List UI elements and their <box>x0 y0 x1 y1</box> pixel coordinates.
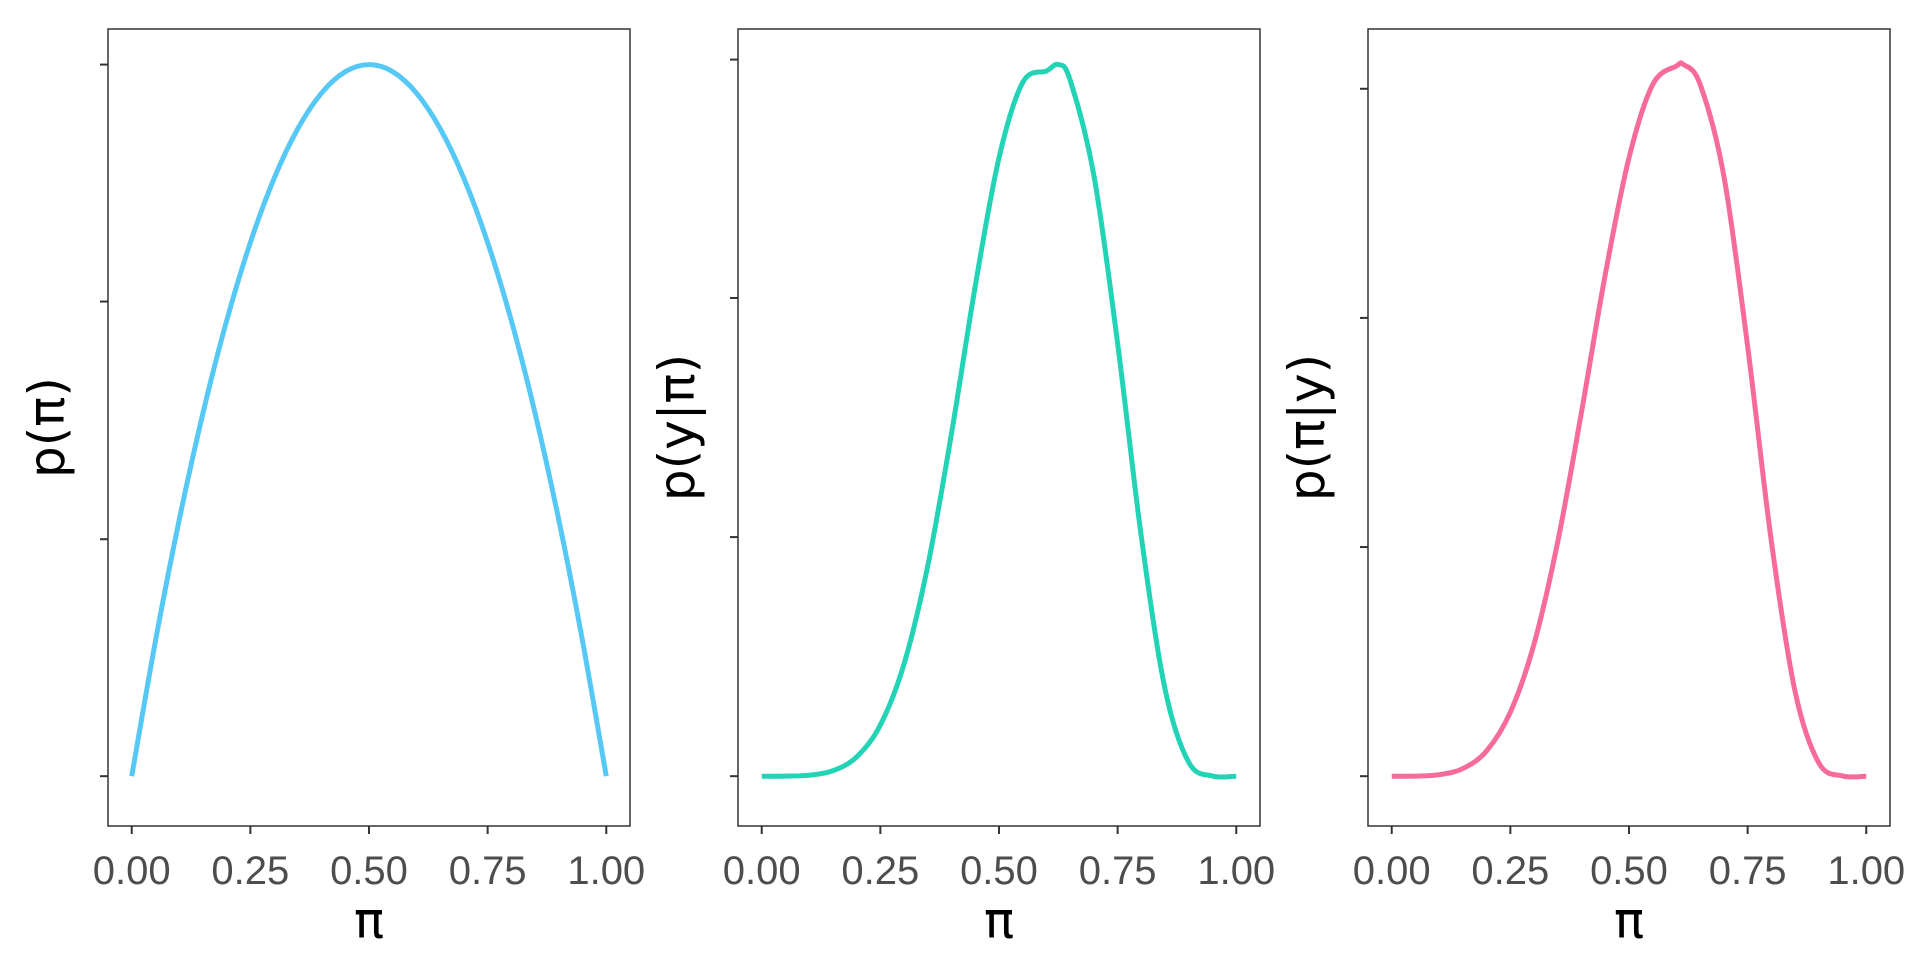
posterior-x-tick-label: 1.00 <box>1827 849 1905 893</box>
prior-x-tick-label: 1.00 <box>567 849 645 893</box>
prior-y-axis-title: p(π) <box>18 377 76 478</box>
prior-panel-frame <box>107 28 631 827</box>
prior-x-tick-label: 0.50 <box>330 849 408 893</box>
posterior-x-tick-label: 0.75 <box>1709 849 1787 893</box>
posterior-x-tick-label: 0.00 <box>1353 849 1431 893</box>
likelihood-panel: 0.00 0.25 0.50 0.75 1.00 π p(y|π) <box>648 28 1275 950</box>
prior-panel: 0.00 0.25 0.50 0.75 1.00 π p(π) <box>18 28 645 950</box>
posterior-x-tick-label: 0.25 <box>1471 849 1549 893</box>
likelihood-x-tick-label: 0.75 <box>1079 849 1157 893</box>
prior-curve <box>129 62 609 777</box>
posterior-panel: 0.00 0.25 0.50 0.75 1.00 π p(π|y) <box>1278 28 1905 950</box>
prior-x-tick-label: 0.00 <box>93 849 171 893</box>
likelihood-y-axis-title: p(y|π) <box>648 354 706 501</box>
posterior-y-axis-title: p(π|y) <box>1278 354 1336 501</box>
likelihood-x-tick-label: 0.25 <box>841 849 919 893</box>
likelihood-x-tick-label: 0.00 <box>723 849 801 893</box>
posterior-curve <box>1391 60 1867 780</box>
posterior-x-tick-label: 0.50 <box>1590 849 1668 893</box>
likelihood-curve <box>761 61 1237 780</box>
likelihood-x-tick-label: 0.50 <box>960 849 1038 893</box>
posterior-x-axis-title: π <box>1614 892 1644 950</box>
prior-x-tick-label: 0.75 <box>449 849 527 893</box>
likelihood-x-axis-title: π <box>984 892 1014 950</box>
prior-x-axis-title: π <box>354 892 384 950</box>
likelihood-x-tick-label: 1.00 <box>1197 849 1275 893</box>
prior-x-tick-label: 0.25 <box>211 849 289 893</box>
